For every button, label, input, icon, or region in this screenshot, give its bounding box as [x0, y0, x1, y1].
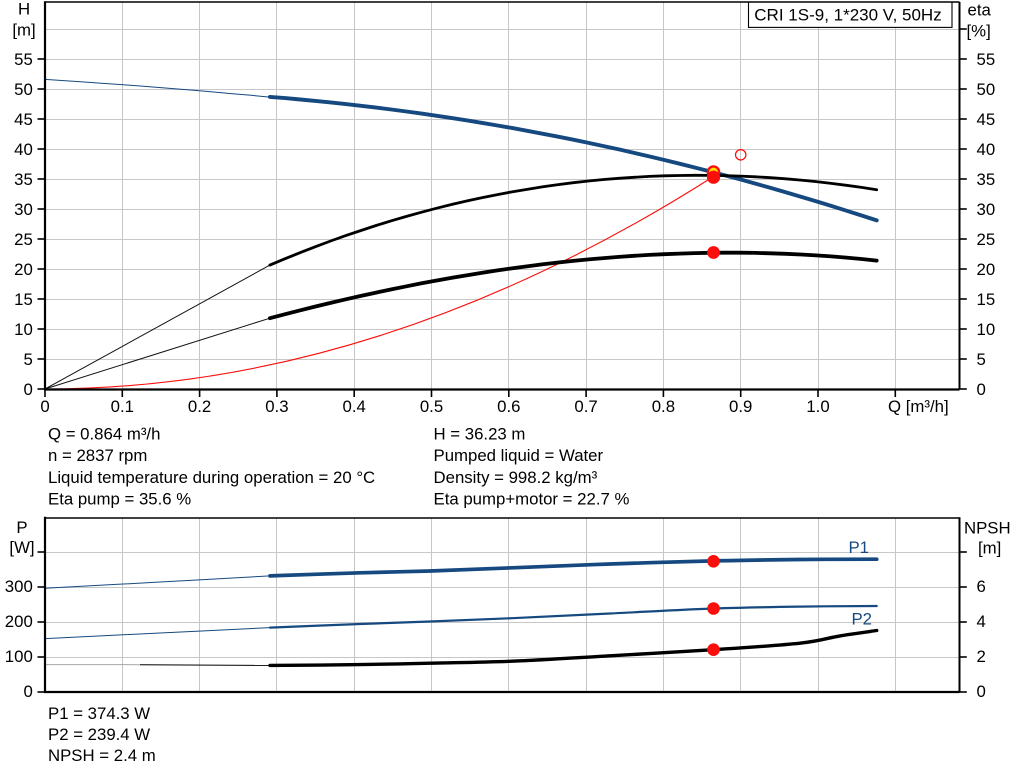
svg-text:50: 50	[14, 80, 33, 99]
svg-text:n = 2837 rpm: n = 2837 rpm	[48, 446, 147, 465]
svg-text:0: 0	[977, 682, 986, 701]
svg-text:Q [m³/h]: Q [m³/h]	[888, 397, 949, 416]
svg-text:[W]: [W]	[9, 538, 34, 557]
svg-text:0.5: 0.5	[420, 397, 443, 416]
svg-text:0: 0	[40, 397, 49, 416]
svg-text:Q = 0.864 m³/h: Q = 0.864 m³/h	[48, 425, 160, 444]
svg-text:[m]: [m]	[978, 539, 1001, 558]
svg-text:Pumped liquid = Water: Pumped liquid = Water	[434, 446, 604, 465]
svg-text:55: 55	[14, 50, 33, 69]
svg-text:50: 50	[977, 80, 996, 99]
svg-text:0.3: 0.3	[265, 397, 288, 416]
svg-text:300: 300	[5, 577, 33, 596]
svg-text:1.0: 1.0	[806, 397, 829, 416]
svg-text:0: 0	[23, 380, 32, 399]
svg-text:0.6: 0.6	[497, 397, 520, 416]
svg-text:P1 = 374.3 W: P1 = 374.3 W	[48, 704, 150, 723]
svg-text:25: 25	[14, 230, 33, 249]
svg-text:NPSH: NPSH	[964, 519, 1011, 538]
svg-text:200: 200	[5, 612, 33, 631]
svg-text:P1: P1	[848, 538, 869, 557]
svg-text:0: 0	[977, 380, 986, 399]
svg-text:Eta pump = 35.6 %: Eta pump = 35.6 %	[48, 490, 191, 509]
svg-text:35: 35	[14, 170, 33, 189]
svg-text:H = 36.23 m: H = 36.23 m	[434, 425, 526, 444]
svg-text:2: 2	[977, 647, 986, 666]
svg-text:0.4: 0.4	[343, 397, 366, 416]
svg-text:5: 5	[977, 350, 986, 369]
svg-text:Liquid temperature during oper: Liquid temperature during operation = 20…	[48, 468, 375, 487]
svg-text:4: 4	[977, 612, 986, 631]
svg-text:0.1: 0.1	[111, 397, 134, 416]
svg-text:10: 10	[977, 320, 996, 339]
svg-text:P2: P2	[851, 610, 872, 629]
svg-text:100: 100	[5, 647, 33, 666]
svg-text:P2 = 239.4 W: P2 = 239.4 W	[48, 725, 150, 744]
svg-text:0: 0	[23, 682, 32, 701]
svg-text:eta: eta	[968, 1, 992, 20]
svg-text:10: 10	[14, 320, 33, 339]
svg-text:CRI 1S-9, 1*230 V, 50Hz: CRI 1S-9, 1*230 V, 50Hz	[754, 5, 941, 24]
svg-text:Density = 998.2 kg/m³: Density = 998.2 kg/m³	[434, 468, 598, 487]
svg-text:0.8: 0.8	[652, 397, 675, 416]
svg-text:Eta pump+motor = 22.7 %: Eta pump+motor = 22.7 %	[434, 490, 630, 509]
svg-text:25: 25	[977, 230, 996, 249]
svg-text:0.7: 0.7	[574, 397, 597, 416]
svg-text:15: 15	[977, 290, 996, 309]
svg-text:NPSH = 2.4 m: NPSH = 2.4 m	[48, 746, 156, 765]
svg-text:0.9: 0.9	[729, 397, 752, 416]
svg-text:40: 40	[14, 140, 33, 159]
svg-text:55: 55	[977, 50, 996, 69]
svg-text:20: 20	[14, 260, 33, 279]
svg-text:45: 45	[977, 110, 996, 129]
svg-text:5: 5	[23, 350, 32, 369]
svg-text:[m]: [m]	[12, 21, 35, 40]
svg-text:35: 35	[977, 170, 996, 189]
svg-text:30: 30	[977, 200, 996, 219]
svg-text:0.2: 0.2	[188, 397, 211, 416]
svg-text:15: 15	[14, 290, 33, 309]
svg-text:H: H	[18, 0, 30, 19]
svg-text:40: 40	[977, 140, 996, 159]
svg-text:6: 6	[977, 577, 986, 596]
svg-text:P: P	[16, 518, 27, 537]
svg-text:20: 20	[977, 260, 996, 279]
svg-text:[%]: [%]	[967, 21, 991, 40]
svg-text:45: 45	[14, 110, 33, 129]
svg-text:30: 30	[14, 200, 33, 219]
